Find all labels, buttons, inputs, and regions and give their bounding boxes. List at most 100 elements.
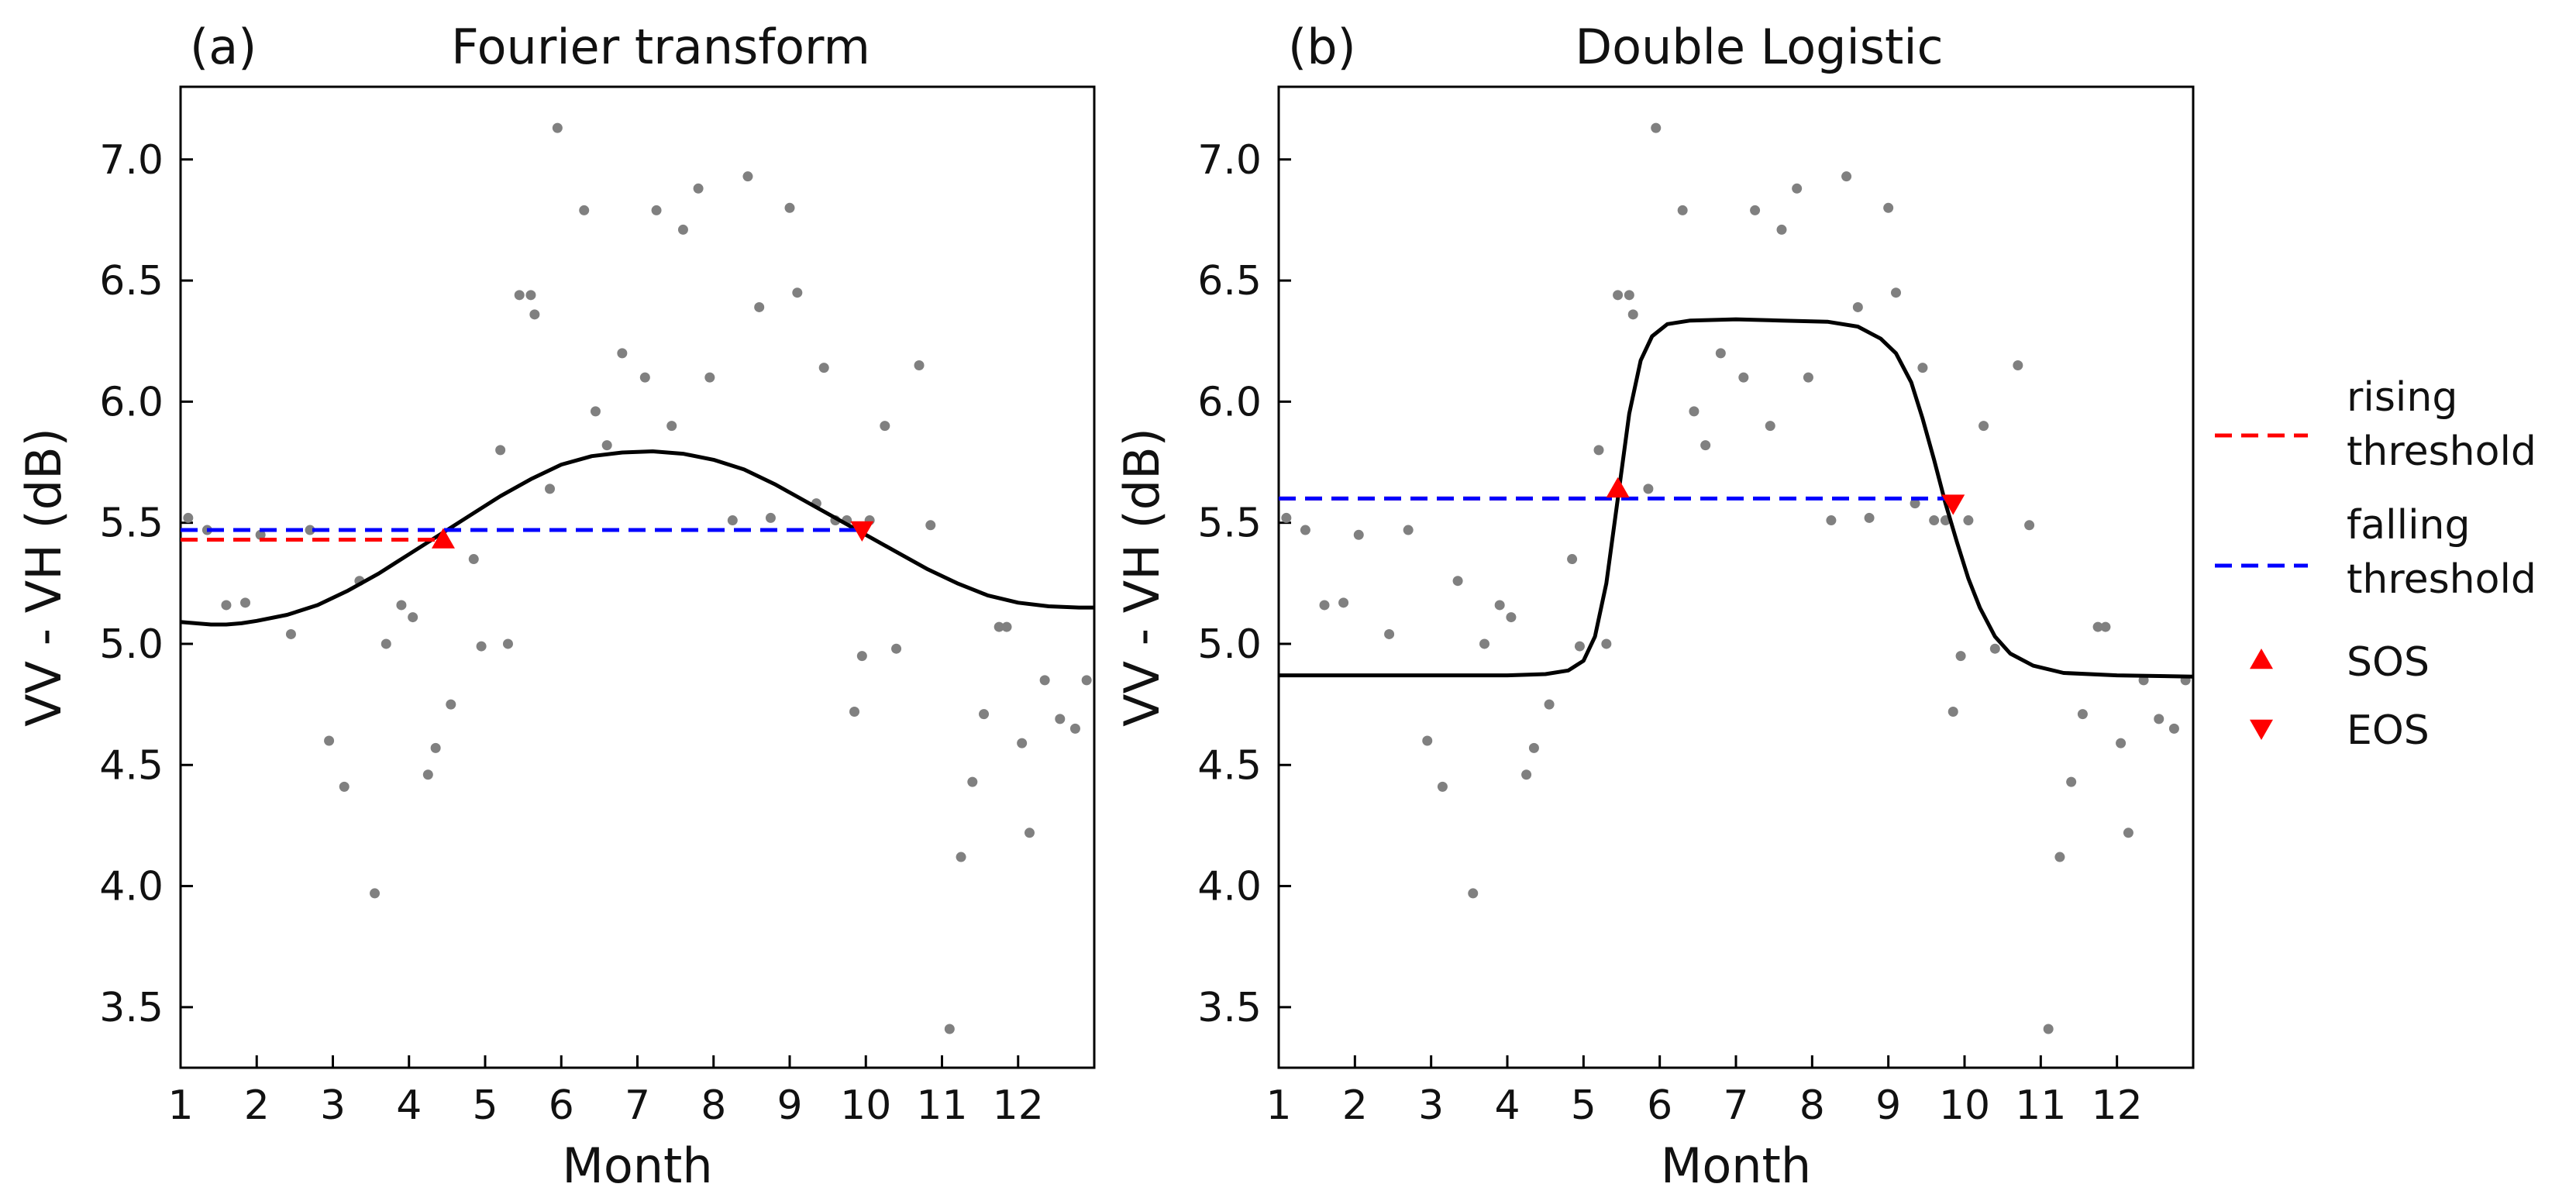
- y-tick-label: 4.0: [99, 864, 164, 910]
- data-point: [1593, 445, 1604, 456]
- x-tick-label: 6: [549, 1082, 574, 1129]
- data-point: [2013, 360, 2023, 370]
- data-point: [495, 445, 506, 456]
- data-point: [880, 421, 890, 432]
- data-point: [1891, 287, 1901, 298]
- data-point: [979, 709, 990, 720]
- fit-curve: [1279, 317, 2193, 679]
- x-tick-label: 1: [167, 1082, 193, 1129]
- plot-area: [181, 122, 1094, 1034]
- x-tick-label: 9: [1875, 1082, 1901, 1129]
- data-point: [1422, 735, 1433, 746]
- data-point: [1300, 525, 1310, 535]
- y-tick-label: 3.5: [1197, 985, 1262, 1031]
- x-tick-label: 4: [1494, 1082, 1520, 1129]
- x-tick-label: 12: [2092, 1082, 2143, 1129]
- x-tick-label: 10: [840, 1082, 891, 1129]
- data-point: [1017, 738, 1028, 748]
- legend-label: threshold: [2347, 556, 2536, 603]
- y-tick-label: 6.0: [99, 379, 164, 425]
- data-point: [446, 699, 456, 710]
- y-tick-label: 6.5: [99, 258, 164, 305]
- y-tick-label: 4.5: [99, 742, 164, 789]
- data-point: [1528, 742, 1539, 753]
- data-point: [784, 202, 795, 213]
- data-point: [1689, 406, 1700, 417]
- legend-label: rising: [2347, 374, 2457, 421]
- data-point: [1955, 651, 1966, 662]
- data-point: [967, 776, 978, 787]
- y-tick-label: 7.0: [99, 137, 164, 184]
- data-point: [792, 287, 803, 298]
- data-point: [1574, 641, 1585, 652]
- data-point: [2092, 621, 2103, 632]
- data-point: [2116, 738, 2127, 748]
- data-point: [422, 769, 433, 780]
- x-tick-label: 10: [1939, 1082, 1990, 1129]
- data-point: [666, 421, 677, 432]
- data-point: [1803, 372, 1813, 383]
- data-point: [221, 600, 232, 611]
- fit-curve: [181, 449, 1094, 627]
- data-point: [2054, 852, 2065, 862]
- data-point: [677, 224, 688, 235]
- x-axis-label: Month: [1661, 1137, 1811, 1194]
- data-point: [240, 597, 251, 608]
- data-point: [1319, 600, 1330, 611]
- data-point: [1963, 515, 1974, 526]
- data-point: [183, 512, 194, 523]
- data-point: [818, 363, 829, 373]
- data-point: [514, 290, 525, 301]
- data-point: [396, 600, 407, 611]
- x-tick-label: 7: [625, 1082, 650, 1129]
- data-point: [1001, 621, 1012, 632]
- data-point: [704, 372, 715, 383]
- legend: rising threshold falling threshold SOS EOS: [2215, 374, 2536, 754]
- data-point: [856, 651, 867, 662]
- data-point: [545, 483, 556, 494]
- data-point: [1929, 515, 1940, 526]
- data-point: [1544, 699, 1555, 710]
- legend-label: EOS: [2347, 707, 2430, 754]
- panel-b: 1 2 3 4 5 6 7 8 9 10 11 123.54.04.55.05.56.06.57.0M…: [1114, 19, 2195, 1194]
- data-point: [1947, 706, 1958, 717]
- data-point: [2154, 714, 2164, 724]
- x-tick-label: 3: [320, 1082, 346, 1129]
- data-point: [1883, 202, 1894, 213]
- data-point: [1506, 612, 1517, 623]
- data-point: [1081, 675, 1092, 686]
- x-axis-label: Month: [562, 1137, 712, 1194]
- data-point: [2123, 828, 2133, 838]
- data-point: [1700, 440, 1711, 451]
- data-point: [552, 122, 563, 133]
- legend-label: falling: [2347, 502, 2470, 549]
- data-point: [1792, 183, 1803, 194]
- data-point: [1494, 600, 1505, 611]
- y-tick-label: 3.5: [99, 985, 164, 1031]
- data-point: [1024, 828, 1035, 838]
- legend-swatch-sos: [2250, 649, 2273, 669]
- x-tick-label: 5: [1571, 1082, 1596, 1129]
- data-point: [1776, 224, 1787, 235]
- data-point: [891, 643, 902, 654]
- legend-label: threshold: [2347, 428, 2536, 475]
- data-point: [651, 205, 662, 215]
- data-point: [1841, 171, 1852, 182]
- x-tick-label: 6: [1647, 1082, 1672, 1129]
- x-tick-label: 12: [993, 1082, 1044, 1129]
- data-point: [1403, 525, 1414, 535]
- data-point: [849, 706, 860, 717]
- data-point: [2168, 723, 2179, 734]
- data-point: [1852, 301, 1863, 312]
- data-point: [2100, 621, 2111, 632]
- x-tick-label: 1: [1266, 1082, 1291, 1129]
- y-tick-label: 5.0: [1197, 621, 1262, 668]
- y-tick-label: 6.5: [1197, 258, 1262, 305]
- data-point: [925, 520, 936, 531]
- plot-area: [1279, 122, 2193, 1034]
- data-point: [1521, 769, 1532, 780]
- data-point: [914, 360, 925, 370]
- data-point: [1452, 576, 1463, 587]
- data-point: [1677, 205, 1688, 215]
